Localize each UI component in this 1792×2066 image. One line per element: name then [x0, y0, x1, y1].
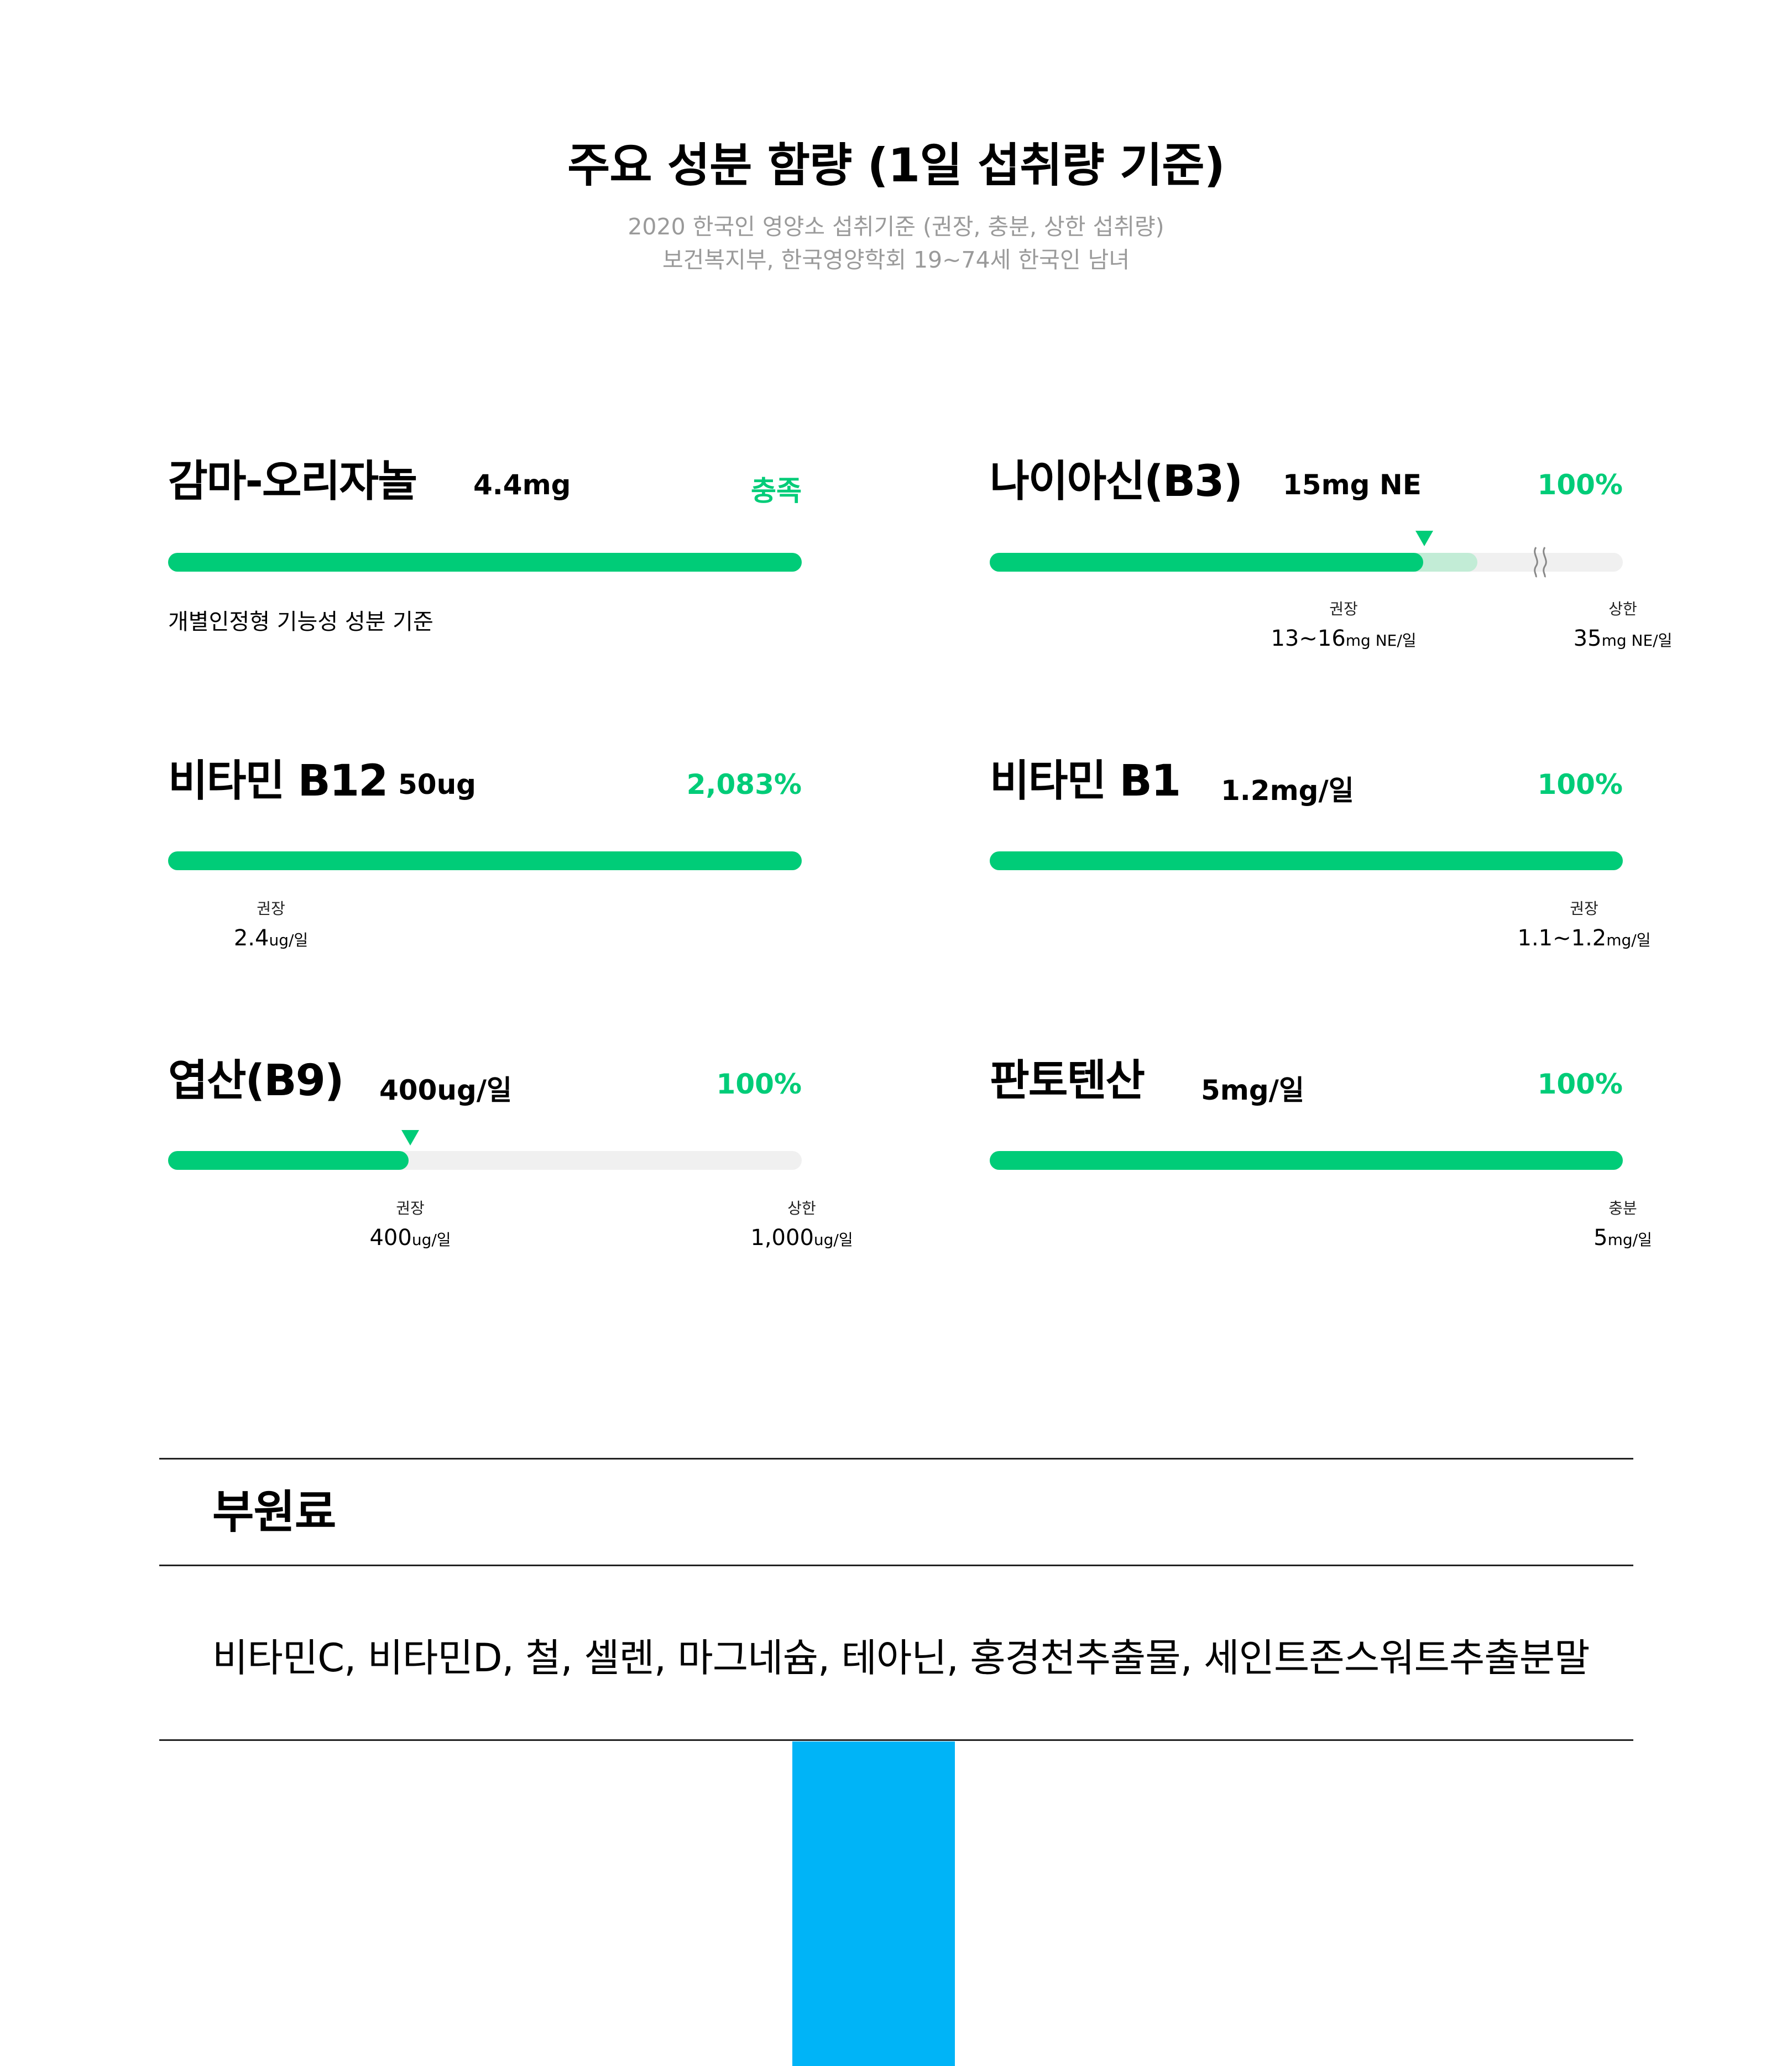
progress-fill [168, 851, 802, 870]
subtitle-line-1: 2020 한국인 영양소 섭취기준 (권장, 충분, 상한 섭취량) [628, 213, 1164, 240]
progress-fill [990, 851, 1623, 870]
divider-top [159, 1458, 1633, 1460]
nutrient-amount: 15mg NE [1283, 469, 1422, 501]
progress-fill [990, 553, 1424, 572]
reference-label: 상한 [1608, 600, 1637, 618]
reference-recommended: 권장 13~16mg NE/일 [1271, 597, 1416, 651]
divider-middle [159, 1565, 1633, 1566]
nutrient-name: 감마-오리자놀 [168, 457, 417, 506]
reference-value: 1.1~1.2mg/일 [1517, 925, 1651, 951]
nutrient-amount: 400ug/일 [379, 1074, 513, 1106]
marker-icon [1415, 531, 1433, 546]
reference-label: 권장 [1329, 600, 1358, 618]
reference-recommended: 권장 400ug/일 [369, 1196, 451, 1251]
divider-bottom [159, 1739, 1633, 1741]
progress-track [990, 553, 1623, 572]
nutrient-percent: 100% [1537, 768, 1623, 801]
reference-upper-limit: 상한 35mg NE/일 [1574, 597, 1673, 651]
reference-label: 권장 [1570, 899, 1598, 918]
nutrient-percent: 100% [1537, 469, 1623, 501]
progress-fill [168, 1151, 409, 1170]
nutrient-amount: 5mg/일 [1201, 1074, 1304, 1106]
reference-value: 2.4ug/일 [233, 925, 309, 951]
sub-ingredients-list: 비타민C, 비타민D, 철, 셀렌, 마그네슘, 테아닌, 홍경천추출물, 세인… [212, 1635, 1590, 1681]
nutrient-name: 나이아신(B3) [990, 457, 1243, 506]
reference-value: 35mg NE/일 [1573, 626, 1673, 651]
reference-upper-limit: 상한 1,000ug/일 [750, 1196, 853, 1251]
nutrient-note: 개별인정형 기능성 성분 기준 [168, 609, 433, 635]
nutrient-name: 엽산(B9) [168, 1056, 344, 1106]
page-title: 주요 성분 함량 (1일 섭취량 기준) [567, 138, 1225, 192]
progress-track [168, 1151, 802, 1170]
marker-icon [401, 1130, 419, 1146]
scale-break-icon [1534, 547, 1547, 578]
progress-fill [990, 1151, 1623, 1170]
nutrient-amount: 1.2mg/일 [1221, 775, 1354, 807]
reference-adequate: 충분 5mg/일 [1594, 1196, 1652, 1251]
reference-value: 13~16mg NE/일 [1271, 626, 1417, 651]
reference-label: 충분 [1608, 1199, 1637, 1217]
reference-value: 1,000ug/일 [750, 1225, 853, 1251]
nutrient-percent: 100% [716, 1068, 802, 1100]
sub-ingredients-title: 부원료 [212, 1486, 336, 1539]
blue-block [792, 1741, 955, 2066]
subtitle-line-2: 보건복지부, 한국영양학회 19~74세 한국인 남녀 [662, 247, 1130, 273]
reference-value: 400ug/일 [369, 1225, 451, 1251]
nutrient-amount: 4.4mg [473, 469, 571, 501]
nutrient-name: 비타민 B12 [168, 756, 388, 806]
nutrient-name: 판토텐산 [990, 1056, 1145, 1106]
nutrient-percent: 100% [1537, 1068, 1623, 1100]
reference-recommended: 권장 2.4ug/일 [234, 897, 308, 951]
reference-label: 권장 [396, 1199, 425, 1217]
progress-track [168, 553, 802, 572]
nutrient-percent: 충족 [751, 475, 802, 507]
progress-track [990, 851, 1623, 870]
progress-track [990, 1151, 1623, 1170]
nutrient-amount: 50ug [398, 768, 476, 801]
progress-track [168, 851, 802, 870]
nutrient-name: 비타민 B1 [990, 756, 1181, 806]
reference-label: 권장 [257, 899, 285, 918]
reference-label: 상한 [787, 1199, 816, 1217]
reference-value: 5mg/일 [1594, 1225, 1652, 1251]
progress-fill [168, 553, 802, 572]
reference-recommended: 권장 1.1~1.2mg/일 [1518, 897, 1651, 951]
nutrient-percent: 2,083% [686, 768, 802, 801]
